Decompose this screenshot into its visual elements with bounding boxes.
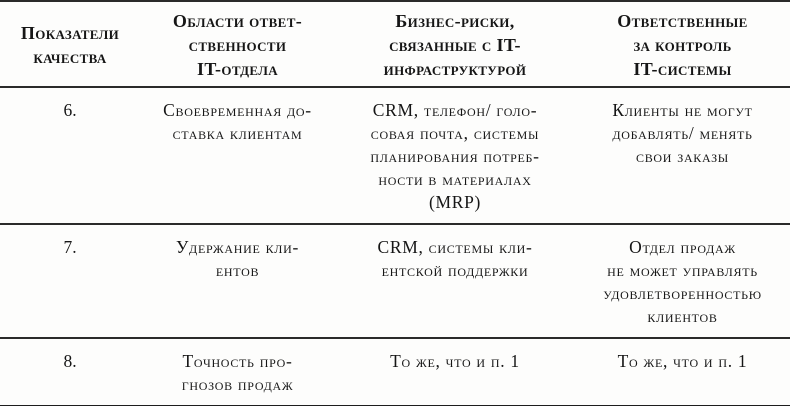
header-control-responsible: Ответственные за контроль IT-системы bbox=[617, 11, 748, 79]
row-number: 6. bbox=[63, 100, 77, 120]
responsibility-area-cell: Своевременная до- ставка клиентам bbox=[163, 100, 312, 143]
responsibility-area-cell: Точность про- гнозов продаж bbox=[181, 351, 294, 394]
business-risk-cell: То же, что и п. 1 bbox=[390, 351, 520, 371]
control-responsible-cell: То же, что и п. 1 bbox=[617, 351, 748, 371]
responsibility-area-cell: Удержание кли- ентов bbox=[175, 237, 300, 280]
control-responsible-cell: Клиенты не могут добавлять/ менять свои … bbox=[612, 100, 753, 166]
header-business-risks: Бизнес-риски, связанные с IT- инфраструк… bbox=[383, 11, 527, 79]
row-number: 8. bbox=[63, 351, 77, 371]
business-risk-cell: CRM, телефон/ голо- совая почта, системы… bbox=[370, 100, 540, 212]
control-responsible-cell: Отдел продаж не может управлять удовлетв… bbox=[603, 237, 762, 326]
row-number: 7. bbox=[63, 237, 77, 257]
header-quality-indicators: Показатели качества bbox=[20, 23, 120, 67]
header-it-responsibility-areas: Области ответ- ственности IT-отдела bbox=[172, 11, 303, 79]
table-row-8: 8. Точность про- гнозов продаж То же, чт… bbox=[0, 337, 790, 405]
table-row-7: 7. Удержание кли- ентов CRM, системы кли… bbox=[0, 223, 790, 337]
table-header-row: Показатели качества Области ответ- ствен… bbox=[0, 2, 790, 88]
table-row-6: 6. Своевременная до- ставка клиентам CRM… bbox=[0, 88, 790, 223]
business-risk-cell: CRM, системы кли- ентской поддержки bbox=[377, 237, 533, 280]
